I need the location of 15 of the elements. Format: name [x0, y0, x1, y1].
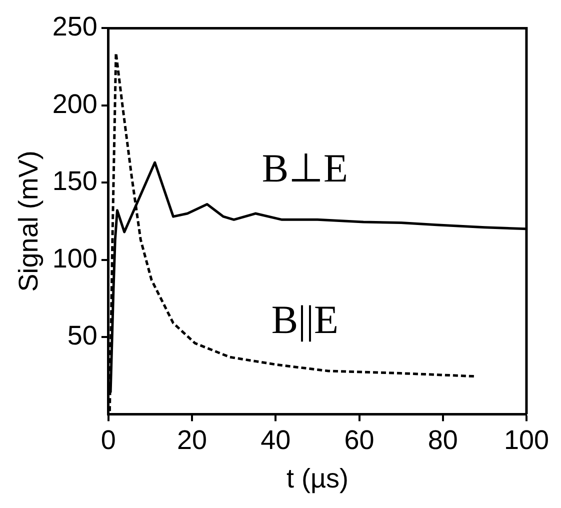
y-tick-label: 250: [52, 12, 98, 42]
y-tick-label: 200: [52, 88, 98, 119]
x-tick-label: 20: [177, 424, 208, 455]
y-tick-label: 100: [52, 243, 98, 274]
x-tick-label: 40: [260, 424, 291, 455]
y-tick-label: 50: [67, 320, 98, 350]
x-tick-label: 60: [344, 424, 374, 455]
x-tick-label: 100: [504, 424, 550, 455]
y-tick-label: 150: [52, 166, 98, 196]
x-axis-title: t (µs): [286, 463, 348, 494]
series-label: B⊥E: [262, 146, 348, 191]
series-label: B||E: [271, 296, 338, 342]
x-tick-label: 80: [428, 424, 458, 455]
y-axis-title: Signal (mV): [14, 150, 44, 292]
x-tick-label: 0: [100, 424, 116, 455]
